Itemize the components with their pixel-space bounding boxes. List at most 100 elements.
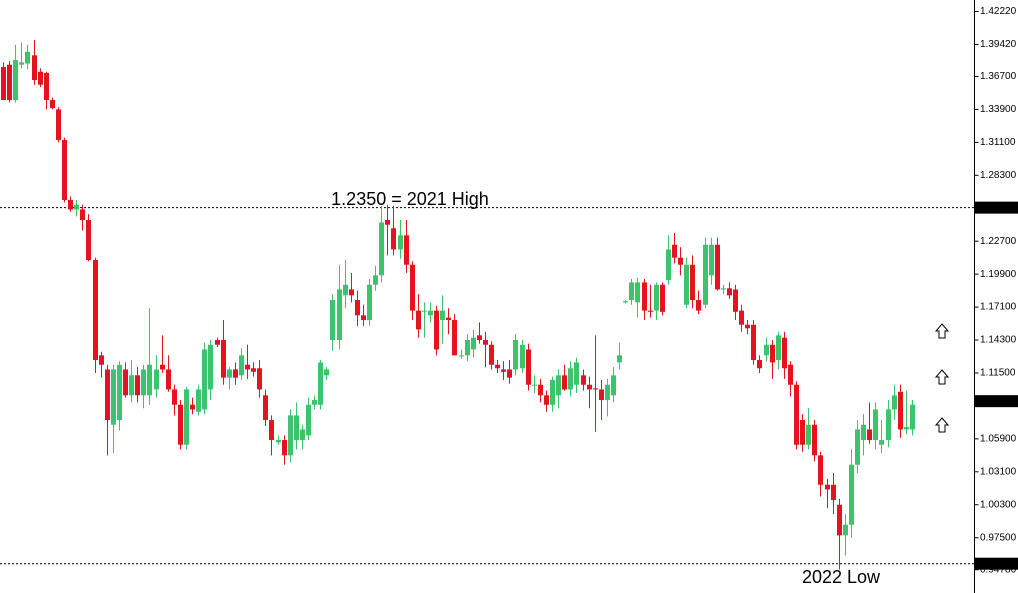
candle-body: [385, 220, 390, 225]
candle-body: [324, 369, 329, 376]
candle-body: [690, 264, 695, 301]
candle-body: [422, 310, 427, 312]
candle-body: [105, 369, 110, 421]
candle-body: [373, 275, 378, 285]
candle-body: [355, 300, 360, 316]
candle-body: [843, 524, 848, 536]
candle-body: [794, 384, 799, 445]
candle-body: [764, 344, 769, 356]
candle-body: [391, 228, 396, 250]
candle-body: [154, 369, 159, 390]
annotation: 1.2350 = 2021 High: [331, 189, 489, 209]
candle-body: [196, 389, 201, 412]
candle-body: [892, 395, 897, 410]
candle-body: [7, 64, 12, 101]
candle-body: [440, 310, 445, 321]
arrow-icon: [934, 369, 950, 385]
candle-body: [757, 360, 762, 369]
price-label: 1.09105: [979, 396, 1016, 407]
candle-body: [629, 282, 634, 301]
candle-body: [263, 395, 268, 421]
candle-body: [611, 375, 616, 396]
candle-body: [141, 369, 146, 396]
candle-body: [465, 340, 470, 356]
candle-body: [178, 404, 183, 445]
candle-body: [452, 320, 457, 356]
candle-body: [312, 400, 317, 405]
candle-body: [806, 424, 811, 445]
candle-body: [410, 264, 415, 311]
candle-body: [233, 369, 238, 378]
candle-body: [215, 340, 220, 345]
candle-body: [562, 375, 567, 390]
y-tick-label: 1.39420: [980, 39, 1017, 50]
candle-body: [56, 109, 61, 141]
candle-body: [251, 368, 256, 372]
candle-body: [678, 257, 683, 265]
candle-body: [44, 72, 49, 101]
candle-body: [556, 375, 561, 396]
candle-body: [709, 244, 714, 276]
price-label-bg: [975, 395, 1018, 408]
candle-body: [605, 384, 610, 401]
candle-body: [190, 404, 195, 410]
candle-body: [696, 300, 701, 311]
candle-body: [288, 415, 293, 456]
price-label: 0.95291: [979, 558, 1016, 569]
candle-body: [861, 424, 866, 441]
price-label-bg: [975, 557, 1018, 570]
candle-body: [812, 424, 817, 456]
candle-body: [910, 404, 915, 430]
candle-body: [513, 340, 518, 370]
candle-body: [111, 369, 116, 425]
arrow-icon: [934, 323, 950, 339]
candle-body: [68, 200, 73, 210]
candle-body: [867, 429, 872, 441]
candle-body: [160, 364, 165, 370]
candle-body: [593, 388, 598, 390]
candle-body: [172, 389, 177, 405]
y-tick-label: 0.94780: [980, 564, 1017, 575]
candle-body: [202, 349, 207, 410]
candle-body: [800, 420, 805, 445]
y-tick-label: 1.11500: [980, 368, 1016, 379]
candle-body: [788, 364, 793, 385]
candle-body: [617, 355, 622, 363]
candle-body: [666, 249, 671, 281]
y-tick-label: 1.17100: [980, 302, 1017, 313]
candle-body: [782, 337, 787, 369]
candle-body: [135, 375, 140, 396]
candle-body: [300, 429, 305, 441]
candle-body: [648, 310, 653, 312]
y-tick-label: 1.19900: [980, 269, 1017, 280]
candle-body: [1, 67, 6, 101]
candle-body: [623, 301, 628, 303]
candle-body: [398, 235, 403, 250]
candle-body: [221, 340, 226, 378]
candle-body: [74, 204, 79, 210]
y-tick-label: 1.36700: [980, 71, 1017, 82]
candle-body: [721, 288, 726, 290]
candle-body: [330, 300, 335, 341]
candle-body: [886, 409, 891, 441]
up-arrows: [934, 323, 950, 433]
candle-body: [446, 317, 451, 321]
candle-body: [745, 324, 750, 329]
y-tick-label: 1.00300: [980, 499, 1017, 510]
candle-body: [404, 235, 409, 265]
candle-body: [276, 440, 281, 443]
y-tick-label: 1.31100: [980, 137, 1016, 148]
candles: [1, 40, 915, 570]
candle-body: [873, 409, 878, 441]
y-tick-label: 1.42220: [980, 6, 1017, 17]
candle-body: [93, 260, 98, 361]
candle-body: [80, 209, 85, 221]
candle-body: [459, 355, 464, 357]
candle-body: [25, 51, 30, 64]
candle-body: [367, 284, 372, 321]
candle-body: [672, 244, 677, 258]
price-label: 1.25553: [979, 202, 1016, 213]
candle-body: [50, 100, 55, 109]
candle-body: [532, 384, 537, 386]
